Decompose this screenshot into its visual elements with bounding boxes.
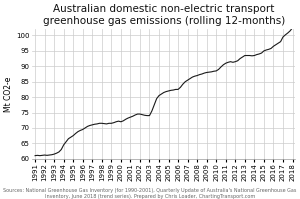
Y-axis label: Mt CO2-e: Mt CO2-e [4, 76, 13, 112]
Text: Sources: National Greenhouse Gas Inventory (for 1990-2001), Quarterly Update of : Sources: National Greenhouse Gas Invento… [3, 188, 297, 199]
Title: Australian domestic non-electric transport
greenhouse gas emissions (rolling 12-: Australian domestic non-electric transpo… [43, 4, 285, 26]
